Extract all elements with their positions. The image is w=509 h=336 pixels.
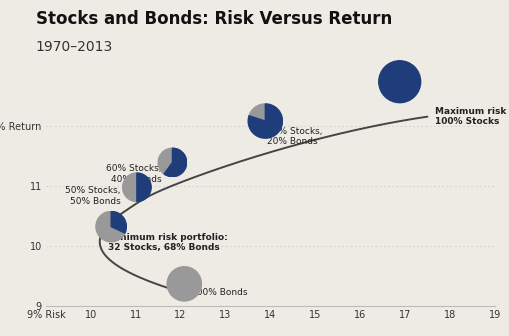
Circle shape — [167, 267, 201, 301]
Text: 80% Stocks,
20% Bonds: 80% Stocks, 20% Bonds — [266, 127, 322, 146]
Text: Minimum risk portfolio:
32 Stocks, 68% Bonds: Minimum risk portfolio: 32 Stocks, 68% B… — [107, 233, 227, 252]
Text: 1970–2013: 1970–2013 — [36, 40, 112, 54]
Text: Stocks and Bonds: Risk Versus Return: Stocks and Bonds: Risk Versus Return — [36, 10, 391, 28]
Text: 100% Bonds: 100% Bonds — [190, 288, 247, 297]
Wedge shape — [248, 104, 265, 121]
Wedge shape — [158, 148, 172, 174]
Text: 50% Stocks,
50% Bonds: 50% Stocks, 50% Bonds — [65, 186, 121, 206]
Wedge shape — [122, 173, 136, 202]
Wedge shape — [164, 148, 186, 177]
Text: Maximum risk portfolio:
100% Stocks: Maximum risk portfolio: 100% Stocks — [435, 107, 509, 126]
Circle shape — [378, 61, 420, 103]
Wedge shape — [248, 104, 282, 138]
Wedge shape — [136, 173, 151, 202]
Text: 60% Stocks,
40% Bonds: 60% Stocks, 40% Bonds — [105, 165, 161, 184]
Wedge shape — [111, 211, 126, 233]
Wedge shape — [96, 211, 125, 242]
